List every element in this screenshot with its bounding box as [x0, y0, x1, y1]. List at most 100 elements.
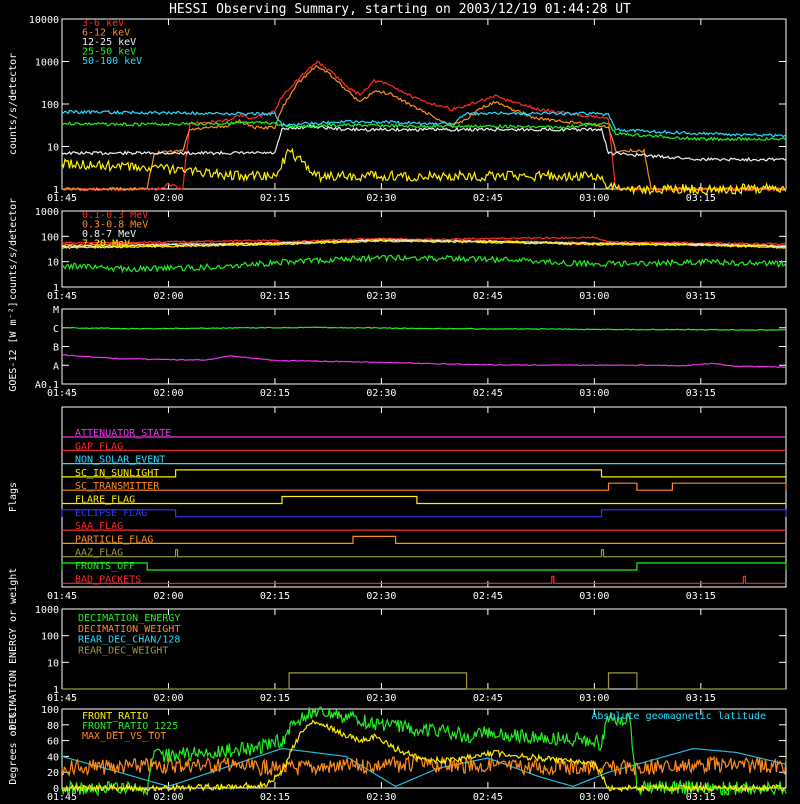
x-tick-label: 02:15	[260, 388, 290, 399]
chart-title: HESSI Observing Summary, starting on 200…	[169, 2, 631, 17]
flag-label-non-solar-event: NON_SOLAR_EVENT	[75, 455, 165, 466]
panel-frame-5	[61, 608, 787, 690]
series-line-p6-3	[61, 747, 787, 788]
panel-frame-4	[61, 406, 787, 588]
flag-line-flare-flag	[62, 495, 786, 505]
flag-line-sc-in-sunlight	[62, 469, 786, 478]
x-tick-label: 01:45	[47, 693, 77, 704]
x-tick-label: 01:45	[47, 291, 77, 302]
legend-entry-p6-0: FRONT_RATIO	[82, 711, 148, 722]
x-tick-label: 01:45	[47, 388, 77, 399]
x-tick-label: 02:15	[260, 591, 290, 602]
legend-entry-p2-0: 0.1-0.3 MeV	[82, 210, 148, 221]
x-tick-label: 02:45	[473, 291, 503, 302]
y-tick-label: 10	[47, 143, 59, 154]
y-tick-label: 1000	[35, 605, 59, 616]
y-tick-label: 10	[47, 658, 59, 669]
x-tick-label: 02:15	[260, 792, 290, 800]
legend-entry-p5-0: DECIMATION_ENERGY	[78, 613, 180, 624]
x-tick-label: 03:15	[686, 291, 716, 302]
series-line-p6-2	[61, 755, 787, 777]
flag-line-bad-packets	[62, 575, 786, 584]
flag-label-saa-flag: SAA_FLAG	[75, 521, 123, 532]
x-tick-label: 03:00	[579, 591, 609, 602]
y-tick-label: 1	[53, 283, 59, 294]
y-tick-label: 1000	[35, 58, 59, 69]
x-tick-label: 02:45	[473, 193, 503, 204]
x-tick-label: 03:15	[686, 792, 716, 800]
flag-label-sc-in-sunlight: SC_IN_SUNLIGHT	[75, 468, 159, 479]
y-tick-label: M	[53, 305, 59, 316]
x-tick-label: 02:30	[366, 193, 396, 204]
legend-entry-p5-1: DECIMATION_WEIGHT	[78, 624, 180, 635]
flag-line-fronts-off	[61, 562, 787, 571]
legend-entry-p5-2: REAR_DEC_CHAN/128	[78, 635, 180, 646]
y-tick-label: 1	[53, 685, 59, 696]
x-tick-label: 03:00	[579, 291, 609, 302]
x-tick-label: 02:00	[153, 291, 183, 302]
x-tick-label: 02:00	[153, 792, 183, 800]
x-tick-label: 02:00	[153, 193, 183, 204]
flag-label-sc-transmitter: SC_TRANSMITTER	[75, 481, 160, 492]
annotation-geomagnetic-latitude: Absolute geomagnetic latitude	[591, 711, 766, 722]
y-tick-label: 100	[41, 705, 59, 716]
legend-entry-p5-3: REAR_DEC_WEIGHT	[78, 645, 168, 656]
y-tick-label: 60	[47, 737, 59, 748]
x-tick-label: 02:30	[366, 591, 396, 602]
y-tick-label: 20	[47, 768, 59, 779]
x-tick-label: 02:00	[153, 591, 183, 602]
y-tick-label: 10000	[29, 15, 59, 26]
flag-label-gap-flag: GAP_FLAG	[75, 441, 123, 452]
panel-frame-6	[61, 708, 787, 789]
flag-label-bad-packets: BAD_PACKETS	[75, 574, 141, 585]
flag-label-flare-flag: FLARE_FLAG	[75, 495, 135, 506]
flag-label-eclipse-flag: ECLIPSE_FLAG	[75, 508, 147, 519]
y-axis-label-1: counts/s/detector	[8, 53, 19, 155]
y-tick-label: A0.1	[35, 380, 59, 391]
x-tick-label: 01:45	[47, 792, 77, 800]
x-tick-label: 02:30	[366, 693, 396, 704]
y-axis-label-4: Flags	[8, 482, 19, 512]
panel-frame-3	[61, 308, 787, 385]
x-tick-label: 02:15	[260, 291, 290, 302]
flag-label-particle-flag: PARTICLE_FLAG	[75, 534, 153, 545]
series-line-p1-3	[61, 120, 787, 142]
x-tick-label: 03:00	[579, 792, 609, 800]
x-tick-label: 01:45	[47, 591, 77, 602]
series-line-p3-1	[62, 354, 787, 369]
flag-label-fronts-off: FRONTS_OFF	[75, 561, 135, 572]
y-tick-label: 100	[41, 100, 59, 111]
series-line-p3-0	[61, 326, 787, 331]
y-tick-label: B	[53, 343, 59, 354]
panel-frame-2	[61, 210, 787, 288]
flag-line-particle-flag	[62, 535, 786, 544]
series-line-p1-5	[61, 147, 787, 196]
flag-label-aaz-flag: AAZ_FLAG	[75, 548, 123, 559]
y-tick-label: 1000	[35, 207, 59, 218]
series-line-p2-2	[62, 239, 787, 248]
legend-entry-p2-3: 7-20 MeV	[82, 239, 130, 250]
x-tick-label: 02:45	[473, 591, 503, 602]
series-line-p1-4	[61, 109, 787, 138]
x-tick-label: 03:15	[686, 693, 716, 704]
x-tick-label: 02:45	[473, 792, 503, 800]
legend-entry-p1-1: 6-12 keV	[82, 28, 130, 39]
x-tick-label: 03:00	[579, 193, 609, 204]
series-line-p1-2	[61, 123, 787, 162]
y-axis-label-5: DECIMATION ENERGY or weight	[8, 568, 19, 731]
x-tick-label: 02:15	[260, 693, 290, 704]
flag-line-aaz-flag	[62, 549, 786, 558]
series-line-p6-1	[61, 706, 787, 797]
legend-entry-p6-2: MAX_DET_VS_TOT	[82, 731, 166, 742]
y-tick-label: 100	[41, 632, 59, 643]
legend-entry-p6-1: FRONT_RATIO_1225	[82, 721, 178, 732]
y-tick-label: 10	[47, 258, 59, 269]
legend-entry-p2-1: 0.3-0.8 MeV	[82, 220, 148, 231]
legend-entry-p1-2: 12-25 keV	[82, 37, 136, 48]
x-tick-label: 02:45	[473, 388, 503, 399]
x-tick-label: 02:45	[473, 693, 503, 704]
legend-entry-p2-2: 0.8-7 MeV	[82, 229, 136, 240]
flag-line-sc-transmitter	[62, 482, 787, 491]
